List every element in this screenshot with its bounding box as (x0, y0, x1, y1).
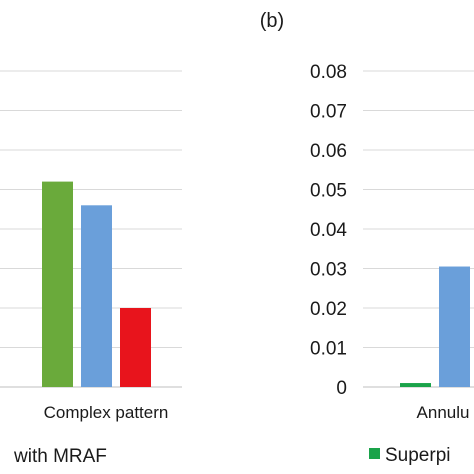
y-tick-label: 0 (336, 378, 347, 399)
y-tick-label: 0.08 (310, 62, 347, 83)
bar (439, 266, 470, 387)
y-tick-label: 0.07 (310, 102, 347, 123)
legend-swatch (369, 448, 380, 459)
panel-label: (b) (260, 10, 284, 32)
y-tick-label: 0.03 (310, 260, 347, 281)
y-tick-label: 0.04 (310, 220, 347, 241)
bar (400, 383, 431, 387)
y-tick-label: 0.01 (310, 339, 347, 360)
legend-right: Superpi (369, 445, 451, 466)
legend-left: with MRAF (13, 446, 107, 467)
bar (120, 308, 151, 387)
y-tick-label: 0.06 (310, 141, 347, 162)
legend-left-label: with MRAF (13, 446, 107, 467)
category-label: Annulu (417, 403, 470, 422)
chart-right-panel: 0 0.01 0.02 0.03 0.04 0.05 0.06 0.07 0.08 Annulu (310, 62, 474, 422)
category-label: Complex pattern (44, 403, 169, 422)
bar (42, 181, 73, 387)
bar (81, 205, 112, 387)
y-tick-label: 0.02 (310, 299, 347, 320)
legend-right-label: Superpi (385, 445, 451, 466)
chart-left-panel: Complex pattern (0, 70, 182, 422)
y-tick-label: 0.05 (310, 181, 347, 202)
